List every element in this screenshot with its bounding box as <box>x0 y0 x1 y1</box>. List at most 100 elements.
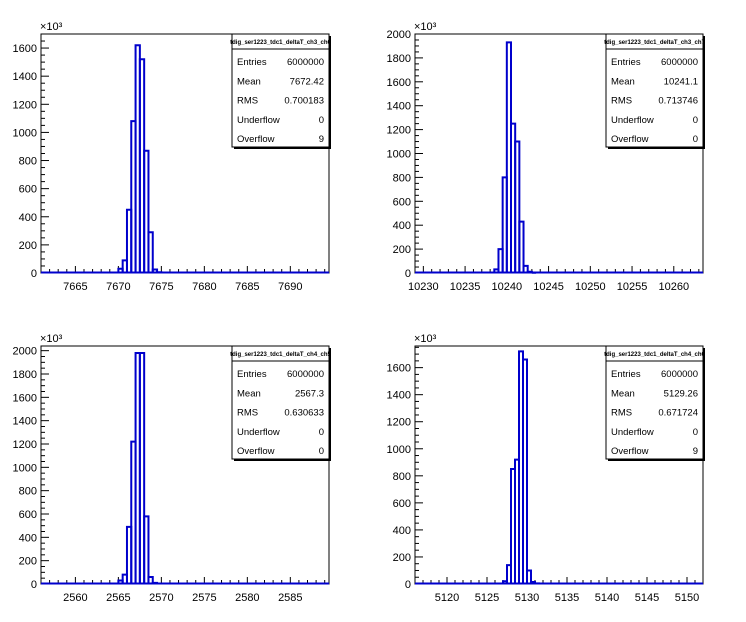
stat-label: Overflow <box>611 446 649 457</box>
y-tick-label: 1000 <box>13 127 37 139</box>
stat-value: 0 <box>693 427 698 438</box>
y-tick-label: 0 <box>405 268 411 280</box>
x-tick-label: 2585 <box>278 592 302 604</box>
x-tick-label: 10255 <box>617 281 648 293</box>
stat-label: Entries <box>237 57 267 68</box>
stat-label: Mean <box>611 388 635 399</box>
histogram-bin <box>518 220 525 273</box>
x-tick-label: 2570 <box>149 592 173 604</box>
stat-label: RMS <box>237 96 258 107</box>
stat-label: Overflow <box>237 446 275 457</box>
histogram-bin <box>138 352 146 584</box>
stat-value: 2567.3 <box>295 388 324 399</box>
histogram-bin <box>147 576 154 584</box>
y-tick-label: 1400 <box>13 71 37 83</box>
x-tick-label: 5145 <box>635 592 659 604</box>
stats-box <box>231 33 330 148</box>
stats-box <box>605 345 704 460</box>
y-axis-multiplier: ×10³ <box>40 21 63 33</box>
stat-value: 6000000 <box>287 57 324 68</box>
x-tick-label: 10250 <box>575 281 606 293</box>
histogram-bin <box>151 268 159 273</box>
x-tick-label: 7680 <box>192 281 216 293</box>
stats-box <box>231 345 330 460</box>
y-tick-label: 1600 <box>387 363 411 375</box>
stat-label: Underflow <box>611 427 654 438</box>
stat-label: Underflow <box>611 115 654 126</box>
y-axis-multiplier: ×10³ <box>414 333 437 345</box>
y-tick-label: 1600 <box>387 77 411 89</box>
stat-value: 0 <box>319 446 324 457</box>
y-tick-label: 1000 <box>387 444 411 456</box>
stat-label: Underflow <box>237 115 280 126</box>
stat-value: 6000000 <box>661 369 698 380</box>
y-tick-label: 1200 <box>13 439 37 451</box>
histogram-title: tdig_ser1223_tdc1_deltaT_ch4_ch5 <box>230 352 331 358</box>
stat-value: 0.713746 <box>658 96 698 107</box>
y-tick-label: 1200 <box>387 417 411 429</box>
histogram-bin <box>147 231 154 273</box>
x-tick-label: 5120 <box>435 592 459 604</box>
stat-label: Overflow <box>611 134 649 145</box>
y-tick-label: 200 <box>393 244 411 256</box>
y-tick-label: 1400 <box>387 390 411 402</box>
x-tick-label: 7690 <box>278 281 302 293</box>
y-tick-label: 1200 <box>387 125 411 137</box>
y-tick-label: 800 <box>393 471 411 483</box>
y-axis-multiplier: ×10³ <box>414 21 437 33</box>
x-tick-label: 10240 <box>492 281 523 293</box>
x-tick-label: 2565 <box>106 592 130 604</box>
y-tick-label: 1800 <box>13 369 37 381</box>
histogram-pad-2: 10230 10235 10240 10245 10250 10255 10260 0 200 4… <box>387 21 706 293</box>
stat-value: 0 <box>319 115 324 126</box>
stat-label: Mean <box>611 76 635 87</box>
stat-label: Mean <box>237 388 261 399</box>
y-tick-label: 200 <box>19 556 37 568</box>
y-tick-label: 400 <box>19 212 37 224</box>
y-tick-label: 1000 <box>13 462 37 474</box>
x-tick-label: 10260 <box>658 281 689 293</box>
stat-value: 0 <box>693 115 698 126</box>
histogram-pad-4: 5120 5125 5130 5135 5140 5145 5150 0 200 400 600 80… <box>387 333 706 604</box>
stats-box <box>605 33 704 148</box>
stat-value: 7672.42 <box>290 76 324 87</box>
y-tick-label: 1400 <box>387 101 411 113</box>
x-tick-label: 10235 <box>450 281 481 293</box>
stat-label: Entries <box>611 57 641 68</box>
y-tick-label: 400 <box>393 220 411 232</box>
y-tick-label: 200 <box>393 552 411 564</box>
y-tick-label: 600 <box>393 196 411 208</box>
x-tick-label: 7675 <box>149 281 173 293</box>
histogram-bin <box>522 358 528 584</box>
stat-value: 6000000 <box>661 57 698 68</box>
stat-value: 9 <box>693 446 698 457</box>
stat-value: 0 <box>319 427 324 438</box>
y-tick-label: 2000 <box>387 29 411 41</box>
histogram-title: tdig_ser1223_tdc1_deltaT_ch4_ch6 <box>604 352 705 358</box>
y-tick-label: 1200 <box>13 99 37 111</box>
x-tick-label: 10245 <box>533 281 564 293</box>
stat-value: 0.700183 <box>284 96 324 107</box>
y-axis-multiplier: ×10³ <box>40 333 63 345</box>
histogram-bin <box>514 140 521 273</box>
y-tick-label: 800 <box>19 486 37 498</box>
x-tick-label: 10230 <box>408 281 439 293</box>
stat-label: RMS <box>237 408 258 419</box>
x-tick-label: 5140 <box>595 592 619 604</box>
x-tick-label: 5150 <box>675 592 699 604</box>
stat-label: RMS <box>611 96 632 107</box>
x-tick-label: 7670 <box>106 281 130 293</box>
y-tick-label: 0 <box>31 268 37 280</box>
y-tick-label: 400 <box>19 532 37 544</box>
histogram-bin <box>143 515 150 584</box>
y-tick-label: 1400 <box>13 416 37 428</box>
stat-label: Entries <box>237 369 267 380</box>
y-tick-label: 800 <box>393 172 411 184</box>
stat-value: 0.630633 <box>284 408 324 419</box>
stat-label: Underflow <box>237 427 280 438</box>
stat-value: 5129.26 <box>664 388 698 399</box>
x-tick-label: 5125 <box>475 592 499 604</box>
y-tick-label: 1600 <box>13 43 37 55</box>
x-tick-label: 7685 <box>235 281 259 293</box>
